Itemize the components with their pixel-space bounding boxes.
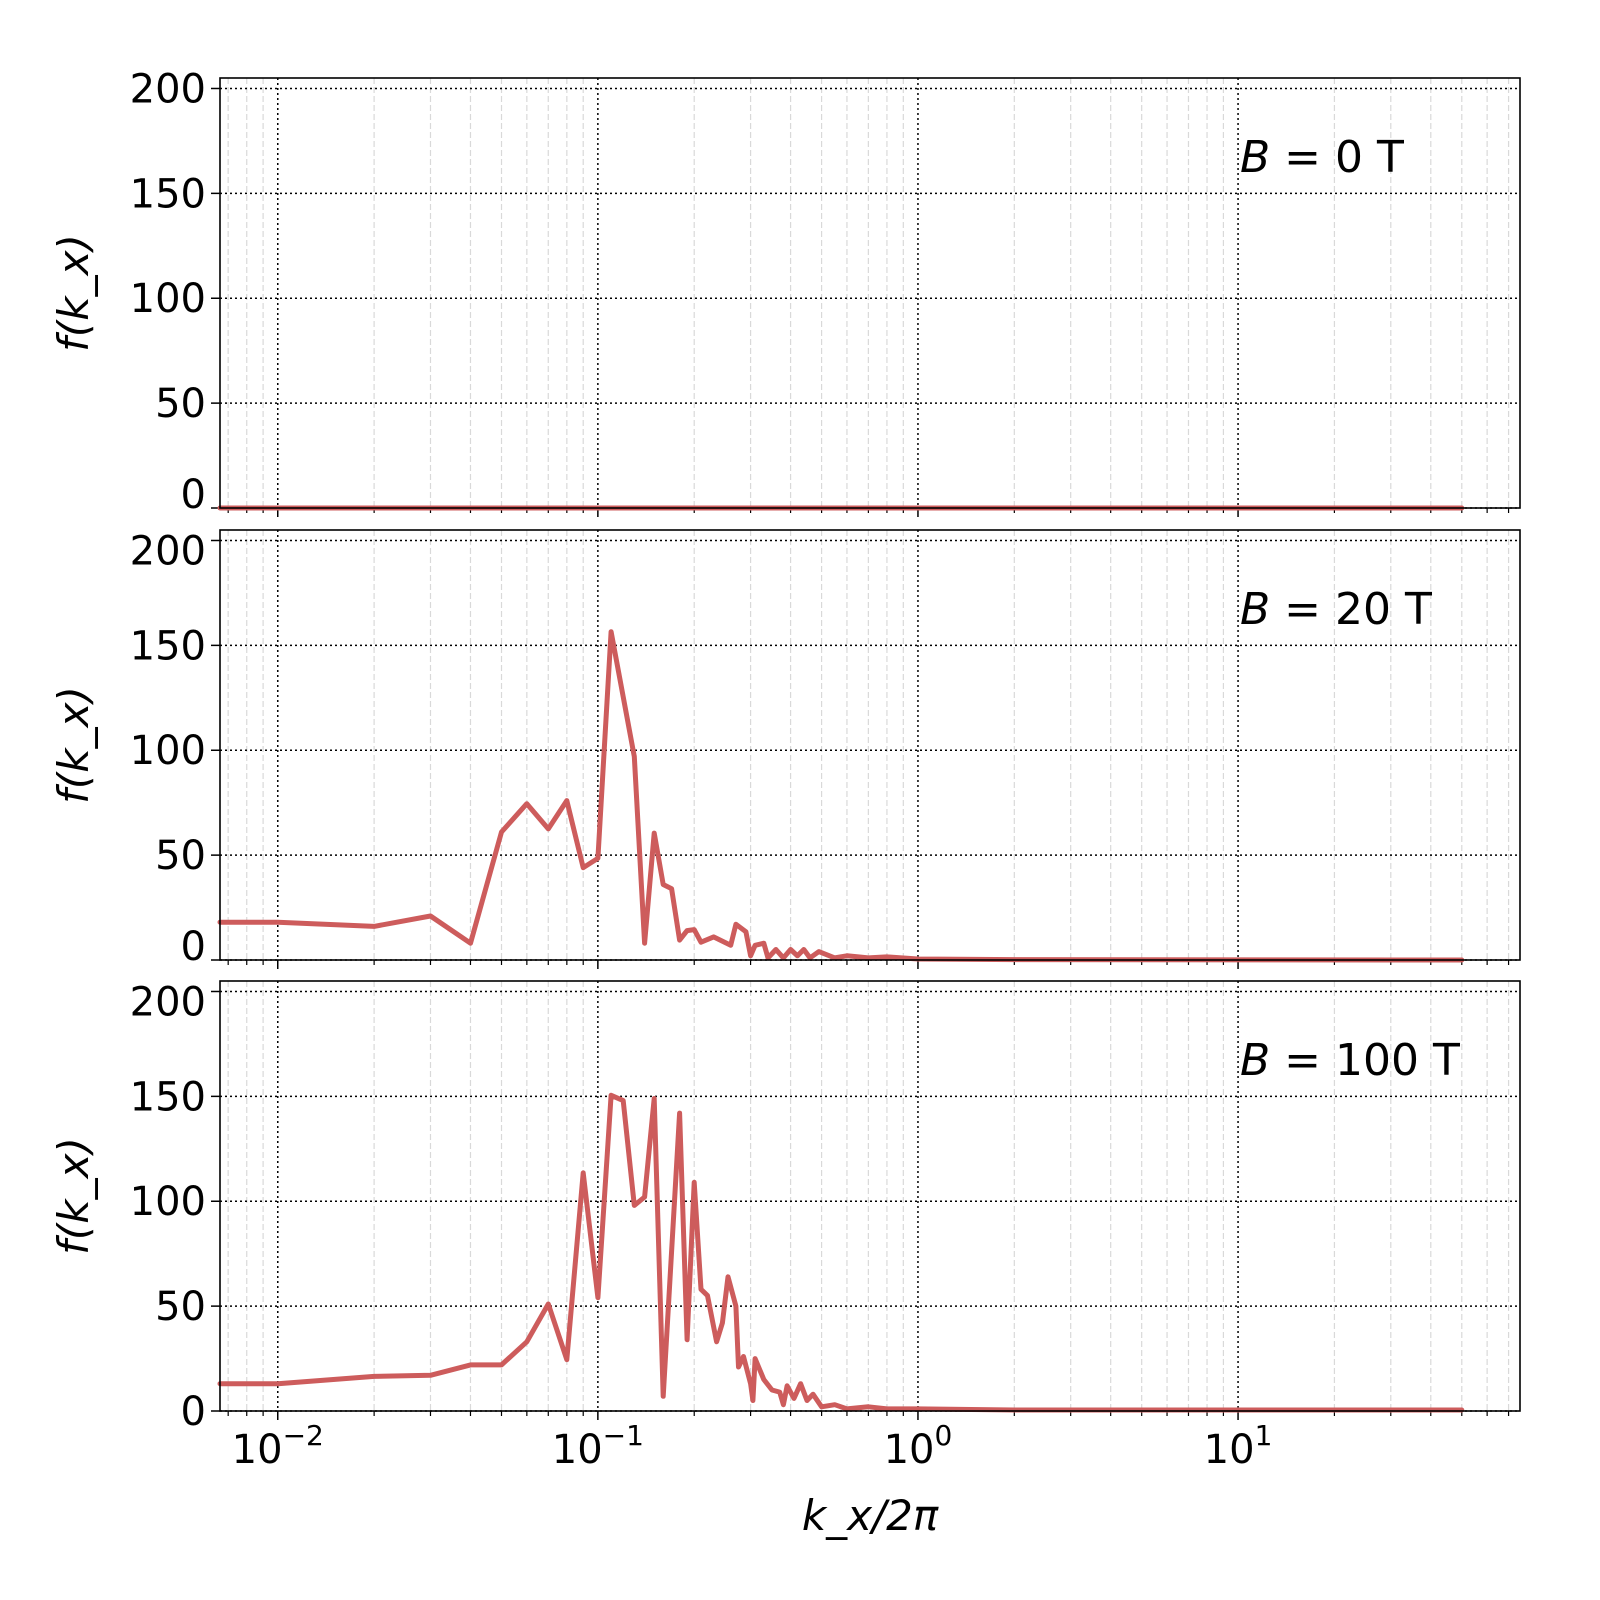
x-axis-label: k_x/2π [802, 1491, 939, 1540]
axes-frame [219, 77, 1521, 509]
panel-1: 0 50 100 150 200 B = 0 T f(k_x) [49, 66, 1521, 518]
y-tick-label: 200 [130, 979, 206, 1025]
axes-frame [219, 529, 1521, 961]
y-tick-label: 0 [181, 924, 206, 970]
y-tick-label: 100 [130, 1179, 206, 1225]
y-tick-label: 50 [155, 833, 206, 879]
y-tick-label: 100 [130, 728, 206, 774]
y-axis-label: f(k_x) [49, 686, 98, 804]
y-tick-label: 150 [130, 623, 206, 669]
panel-annotation: B = 0 T [1240, 132, 1404, 183]
y-tick-label: 50 [155, 1284, 206, 1330]
data-line [217, 629, 1465, 963]
y-tick-label: 100 [130, 276, 206, 322]
x-tick-label: 101 [1204, 1419, 1273, 1473]
y-tick-label: 0 [181, 1389, 206, 1435]
data-line [217, 1092, 1465, 1413]
x-tick-label: 10−2 [232, 1419, 324, 1473]
y-axis-label: f(k_x) [49, 234, 98, 352]
y-tick-label: 200 [130, 528, 206, 574]
axes-frame [219, 980, 1521, 1412]
panel-annotation: B = 20 T [1240, 584, 1432, 635]
y-tick-label: 200 [130, 66, 206, 112]
y-tick-label: 150 [130, 171, 206, 217]
y-tick-label: 0 [181, 472, 206, 518]
y-tick-label: 50 [155, 381, 206, 427]
x-tick-label: 10−1 [552, 1419, 644, 1473]
x-tick-label: 100 [884, 1419, 953, 1473]
y-tick-label: 150 [130, 1074, 206, 1120]
y-axis-label: f(k_x) [49, 1137, 98, 1255]
panel-annotation: B = 100 T [1240, 1035, 1460, 1086]
panel-2: 0 50 100 150 200 B = 20 T f(k_x) [49, 528, 1521, 970]
panel-3: 0 50 100 150 200 B = 100 T f(k_x) [49, 979, 1521, 1435]
